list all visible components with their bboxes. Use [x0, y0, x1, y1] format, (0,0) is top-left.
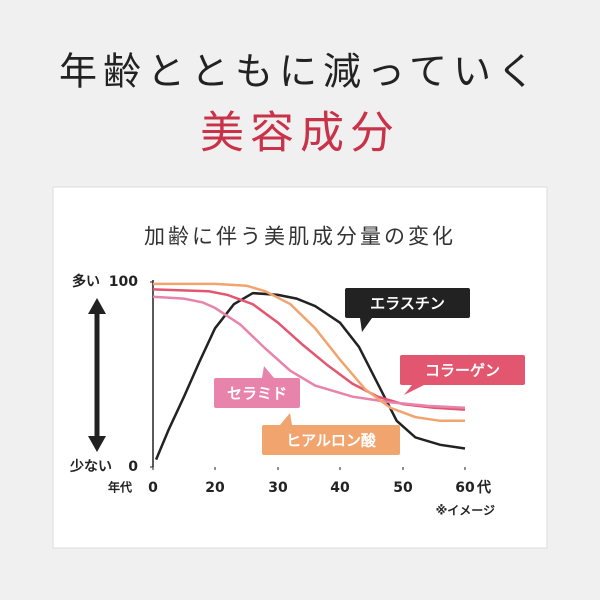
legend-box	[262, 425, 400, 455]
x-axis-label: 年代	[108, 480, 132, 495]
chart-title: 加齢に伴う美肌成分量の変化	[144, 225, 456, 249]
page-title: 年齢とともに減っていく	[59, 50, 541, 94]
legend-entry: コラーゲン	[400, 355, 525, 395]
x-tick-label: 40	[330, 480, 350, 496]
legend-entry: エラスチン	[345, 288, 470, 332]
line	[153, 282, 465, 423]
legend-pointer	[404, 385, 424, 395]
x-tick-label: 30	[268, 480, 288, 496]
legend-entry: ヒアルロン酸	[262, 413, 400, 455]
legend-box	[214, 378, 300, 408]
page-subtitle: 美容成分	[200, 108, 400, 159]
y-tick-label: 100	[109, 274, 138, 290]
legend-label: セラミド	[227, 385, 287, 403]
legend-label: ヒアルロン酸	[286, 432, 377, 450]
double-arrow	[88, 298, 106, 452]
legend-box	[400, 355, 525, 385]
line	[152, 295, 466, 410]
legend-entry: セラミド	[214, 366, 300, 408]
legend-pointer	[360, 318, 372, 332]
x-unit: 代	[476, 479, 491, 496]
legend-box	[345, 288, 470, 318]
legend-pointer	[280, 413, 292, 425]
y-low-label: 少ない	[69, 458, 112, 475]
legend-label: エラスチン	[370, 295, 445, 313]
x-tick-label: 20	[205, 480, 225, 496]
line	[154, 291, 466, 461]
x-tick-label: 60	[455, 480, 475, 496]
legend-pointer	[262, 366, 274, 378]
x-tick-label: 0	[148, 480, 158, 496]
x-tick-label: 50	[393, 480, 413, 496]
y-tick-label: 0	[128, 459, 138, 475]
y-high-label: 多い	[72, 273, 100, 290]
note: ※イメージ	[436, 504, 495, 518]
legend-label: コラーゲン	[425, 362, 500, 380]
